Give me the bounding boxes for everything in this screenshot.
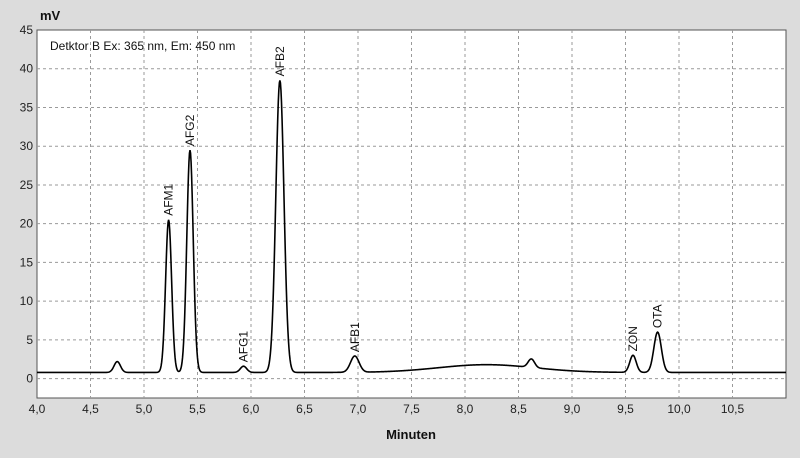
x-tick-label: 6,0 [243,402,260,416]
y-tick-label: 40 [20,62,34,76]
x-tick-label: 4,0 [29,402,46,416]
x-tick-label: 8,5 [510,402,527,416]
axis-ticks: 4,0 4,5 5,0 5,5 6,0 6,5 7,0 7,5 8,0 8,5 9,0 9,5 10,0… [20,23,745,416]
y-tick-label: 5 [26,333,33,347]
x-tick-label: 5,0 [136,402,153,416]
x-tick-label: 6,5 [296,402,313,416]
y-tick-label: 35 [20,100,34,114]
y-tick-label: 10 [20,294,34,308]
peak-labels: AFM1 AFG2 AFG1 AFB2 AFB1 ZON OTA [162,46,665,362]
x-tick-label: 10,5 [721,402,745,416]
detector-annotation: Detktor B Ex: 365 nm, Em: 450 nm [50,39,235,53]
x-tick-label: 7,5 [403,402,420,416]
y-tick-label: 15 [20,255,34,269]
peak-label-zon: ZON [626,326,640,351]
chromatogram-trace [37,80,786,374]
y-tick-label: 30 [20,139,34,153]
peak-label-afg1: AFG1 [237,331,251,363]
peak-label-afb1: AFB1 [348,322,362,352]
x-tick-label: 9,0 [564,402,581,416]
y-tick-label: 45 [20,23,34,37]
y-tick-label: 0 [26,372,33,386]
x-axis-title: Minuten [386,427,436,442]
x-tick-label: 8,0 [457,402,474,416]
grid-lines [37,30,786,398]
y-tick-label: 20 [20,217,34,231]
x-tick-label: 10,0 [667,402,691,416]
peak-label-afb2: AFB2 [273,46,287,76]
peak-label-afm1: AFM1 [162,183,176,215]
x-tick-label: 5,5 [189,402,206,416]
y-tick-label: 25 [20,178,34,192]
x-tick-label: 4,5 [82,402,99,416]
y-axis-title: mV [40,8,61,23]
peak-label-ota: OTA [651,304,665,328]
x-tick-label: 9,5 [617,402,634,416]
peak-label-afg2: AFG2 [183,114,197,146]
x-tick-label: 7,0 [350,402,367,416]
